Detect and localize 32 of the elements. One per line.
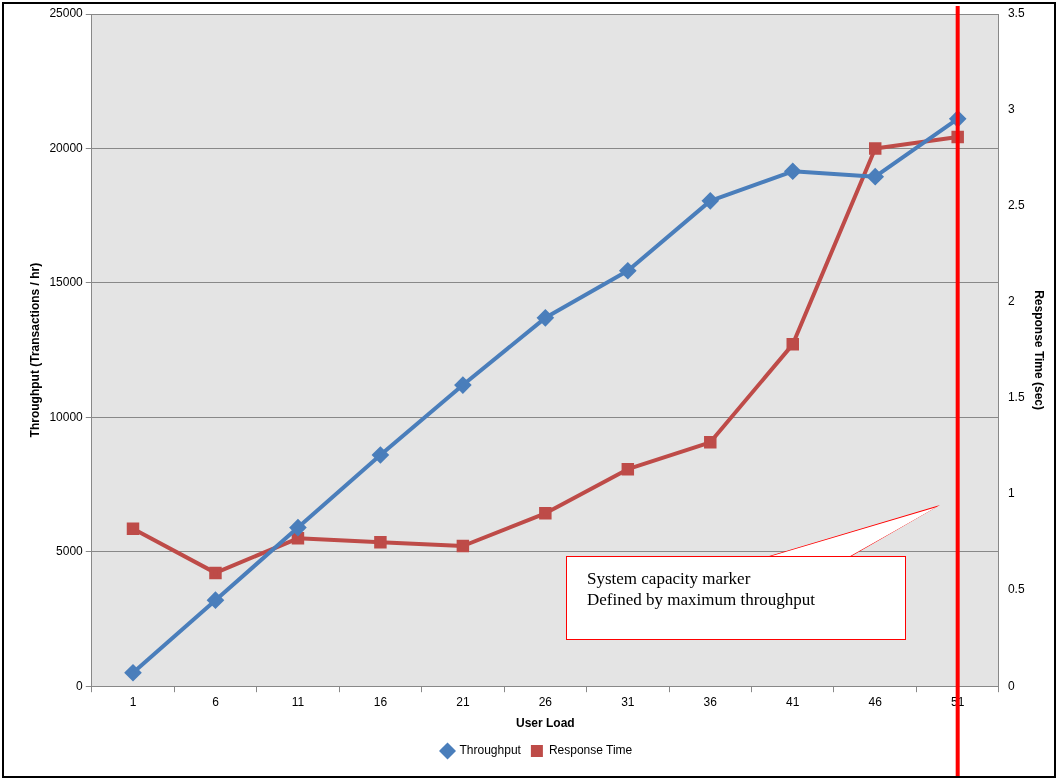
y-tick-label: 15000 [49,275,84,290]
y2-tick-label: 0.5 [1007,582,1025,597]
x-tick-label: 46 [868,694,883,709]
y2-tick-label: 1.5 [1007,390,1025,405]
y2-axis-title: Response Time (sec) [1032,290,1047,411]
x-tick-label: 26 [538,694,553,709]
x-tick-label: 16 [373,694,388,709]
x-tick-label: 11 [291,694,305,709]
y-tick-label: 5000 [56,544,84,559]
y-tick-label: 25000 [49,6,84,21]
note-box: System capacity marker Defined by maximum throughput [566,556,906,640]
y-tick-label: 20000 [49,140,84,155]
y2-tick-label: 3 [1007,102,1015,117]
legend-label: Throughput [459,743,522,758]
y2-tick-label: 0 [1007,678,1015,693]
y-axis-title: Throughput (Transactions / hr) [27,262,42,438]
y2-tick-label: 1 [1007,486,1015,501]
y-tick-label: 10000 [49,409,84,424]
y2-tick-label: 3.5 [1007,6,1025,21]
annotation: System capacity marker [587,568,752,589]
y2-tick-label: 2 [1007,294,1015,309]
x-tick-label: 21 [456,694,470,709]
legend-label: Response Time [548,743,633,758]
x-tick-label: 6 [212,694,220,709]
y2-tick-label: 2.5 [1007,198,1025,213]
x-tick-label: 1 [129,694,137,709]
annotation: Defined by maximum throughput [587,589,817,610]
x-tick-label: 36 [703,694,718,709]
x-axis-title: User Load [516,716,575,731]
x-tick-label: 31 [621,694,635,709]
y-tick-label: 0 [76,678,84,693]
x-tick-label: 41 [786,694,800,709]
